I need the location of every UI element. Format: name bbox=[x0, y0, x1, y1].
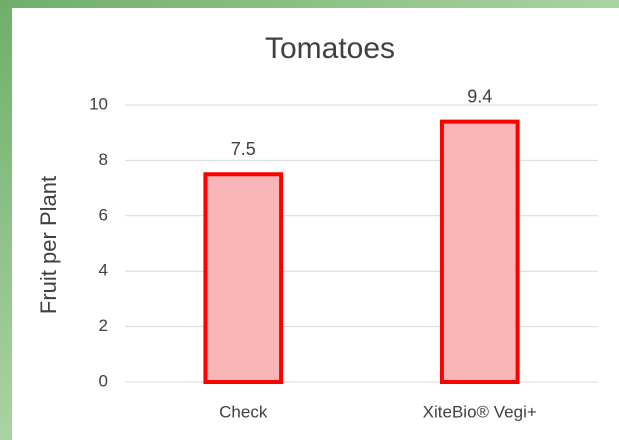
x-tick-label: Check bbox=[219, 402, 268, 421]
y-tick-label: 2 bbox=[99, 316, 108, 335]
chart-title: Tomatoes bbox=[265, 32, 395, 65]
bar bbox=[205, 174, 281, 382]
y-axis-label: Fruit per Plant bbox=[36, 176, 61, 314]
x-tick-label: XiteBio® Vegi+ bbox=[423, 402, 537, 421]
y-tick-label: 4 bbox=[99, 261, 108, 280]
y-tick-label: 8 bbox=[99, 150, 108, 169]
y-tick-label: 0 bbox=[99, 371, 108, 390]
data-label: 7.5 bbox=[231, 139, 256, 159]
bar bbox=[442, 122, 518, 382]
y-tick-label: 6 bbox=[99, 205, 108, 224]
chart: Tomatoes Fruit per Plant 0 2 4 6 8 10 Check 7.5… bbox=[0, 0, 619, 440]
y-tick-label: 10 bbox=[89, 94, 108, 113]
data-label: 9.4 bbox=[467, 86, 492, 106]
